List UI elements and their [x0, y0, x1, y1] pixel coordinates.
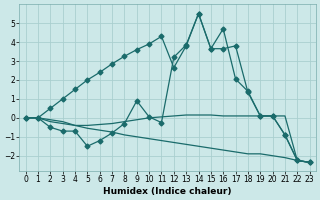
X-axis label: Humidex (Indice chaleur): Humidex (Indice chaleur) — [103, 187, 232, 196]
